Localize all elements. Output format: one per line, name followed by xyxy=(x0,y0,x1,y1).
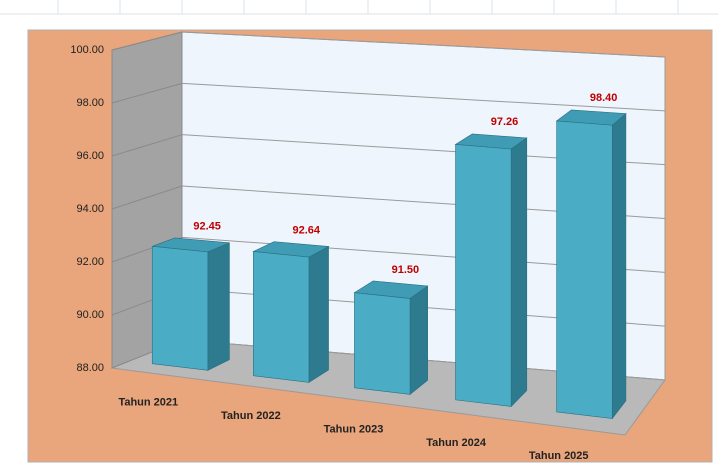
grid-line xyxy=(111,134,183,157)
value-label: 92.45 xyxy=(193,221,221,233)
bar-front xyxy=(556,120,613,419)
value-label: 98.40 xyxy=(590,92,618,104)
bar-front xyxy=(354,292,411,395)
grid-line xyxy=(111,31,183,51)
bar-front xyxy=(253,251,310,383)
grid-line xyxy=(111,82,183,104)
y-tick-label: 94.00 xyxy=(76,203,104,215)
x-tick-label: Tahun 2021 xyxy=(118,397,178,409)
grid-line xyxy=(181,82,666,112)
value-label: 97.26 xyxy=(491,116,519,128)
bar-side xyxy=(510,137,528,408)
bar xyxy=(151,237,230,371)
bar-front xyxy=(151,245,209,371)
y-tick-label: 100.00 xyxy=(70,44,104,56)
x-tick-label: Tahun 2025 xyxy=(529,450,589,462)
value-label: 92.64 xyxy=(292,224,320,236)
bar xyxy=(454,133,528,408)
bar-side xyxy=(308,246,329,383)
grid-line xyxy=(111,185,183,210)
bar-side xyxy=(409,285,428,396)
bar-side xyxy=(611,112,627,420)
x-tick-label: Tahun 2023 xyxy=(324,423,384,435)
value-label: 91.50 xyxy=(392,264,420,276)
x-tick-label: Tahun 2022 xyxy=(221,410,281,422)
bar xyxy=(555,109,627,420)
y-tick-label: 90.00 xyxy=(76,309,104,321)
bar-front xyxy=(455,144,512,407)
y-tick-label: 92.00 xyxy=(76,256,104,268)
y-tick-label: 88.00 xyxy=(76,362,104,374)
grid-line xyxy=(181,31,666,58)
sheet-grid xyxy=(0,0,718,15)
bar xyxy=(252,241,330,383)
x-tick-label: Tahun 2024 xyxy=(426,437,487,449)
y-tick-label: 98.00 xyxy=(76,97,104,109)
bar xyxy=(353,280,429,396)
y-tick-label: 96.00 xyxy=(76,150,104,162)
bar-side xyxy=(207,242,230,371)
